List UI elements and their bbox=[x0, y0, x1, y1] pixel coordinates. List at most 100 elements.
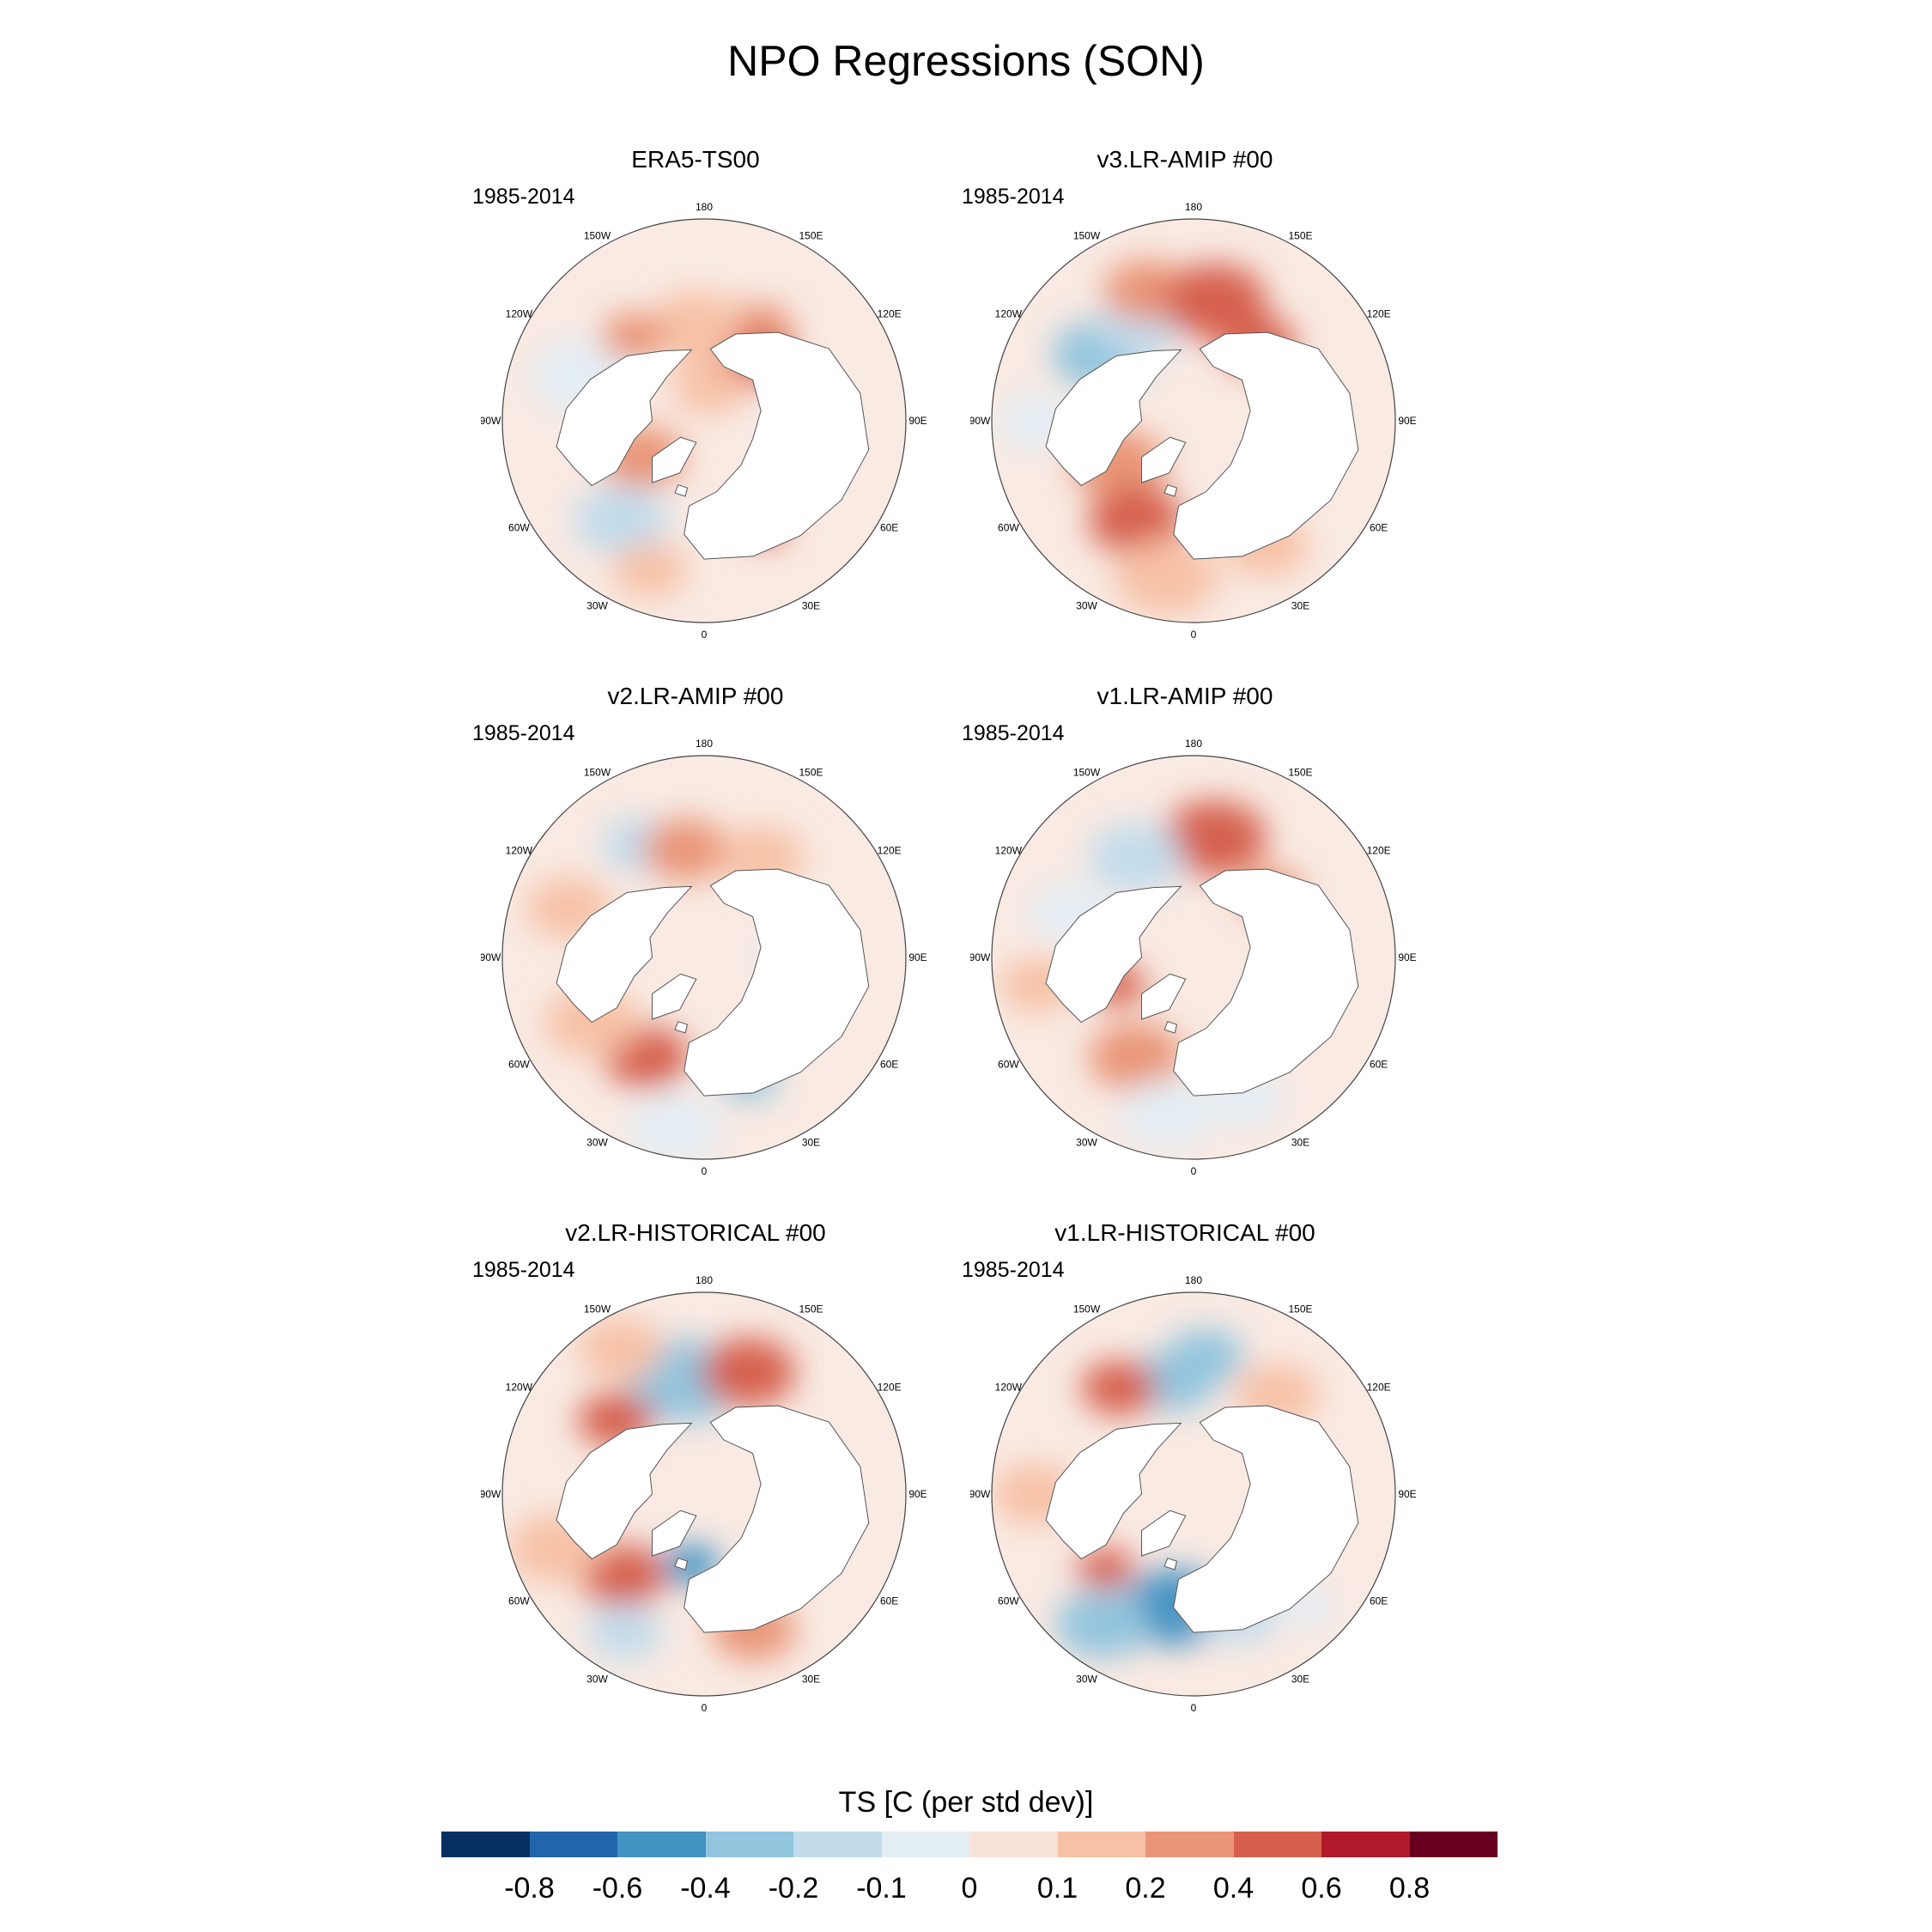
longitude-label: 0 bbox=[1191, 1702, 1197, 1714]
map-panel: v2.LR-HISTORICAL #00 1985-2014 180 150E 120E… bbox=[472, 1219, 927, 1714]
ts-anomaly-region bbox=[1088, 1023, 1183, 1092]
polar-map: 180 150E 120E 90E 60E 30E 0 30W 60W 90W 120W 150W bbox=[481, 201, 927, 641]
colorbar-tick-label: 0.8 bbox=[1388, 1872, 1431, 1905]
colorbar-tick-label: 0 bbox=[961, 1872, 978, 1905]
longitude-label: 60E bbox=[1370, 1595, 1388, 1607]
longitude-label: 90E bbox=[1398, 1488, 1416, 1500]
longitude-label: 150W bbox=[1073, 1303, 1101, 1315]
colorbar-swatch bbox=[1145, 1832, 1234, 1857]
land-outline bbox=[1173, 868, 1359, 1097]
ts-anomaly-region bbox=[600, 313, 667, 361]
land-outline bbox=[556, 885, 693, 1024]
land-outline bbox=[1173, 1405, 1359, 1633]
ts-anomaly-region bbox=[1118, 1078, 1213, 1148]
longitude-label: 0 bbox=[702, 1702, 708, 1714]
longitude-label: 150E bbox=[1288, 1303, 1312, 1315]
longitude-label: 120E bbox=[1367, 1382, 1391, 1394]
land-outline bbox=[683, 1405, 870, 1633]
longitude-label: 30W bbox=[1076, 1137, 1097, 1149]
longitude-label: 120E bbox=[878, 308, 902, 320]
longitude-label: 60W bbox=[998, 1595, 1019, 1607]
longitude-label: 90E bbox=[908, 951, 927, 963]
longitude-label: 30E bbox=[1291, 1674, 1309, 1686]
colorbar-tick-label: -0.8 bbox=[504, 1872, 555, 1905]
colorbar-tick-label: 0.1 bbox=[1036, 1872, 1078, 1905]
longitude-label: 120E bbox=[1367, 845, 1391, 857]
land-outline bbox=[1045, 885, 1182, 1024]
longitude-label: 30W bbox=[586, 1674, 608, 1686]
map-border bbox=[991, 218, 1396, 623]
land-outline bbox=[651, 973, 697, 1020]
ts-anomaly-region bbox=[611, 542, 688, 598]
longitude-label: 60E bbox=[880, 522, 898, 534]
map-border bbox=[501, 218, 907, 623]
longitude-label: 30W bbox=[1076, 600, 1097, 612]
figure-title: NPO Regressions (SON) bbox=[727, 37, 1205, 85]
colorbar-swatch bbox=[529, 1832, 617, 1857]
longitude-label: 0 bbox=[702, 1165, 708, 1177]
longitude-label: 30E bbox=[1291, 600, 1309, 612]
colorbar-swatch bbox=[705, 1832, 793, 1857]
longitude-label: 60E bbox=[1370, 1059, 1388, 1071]
longitude-label: 120E bbox=[1367, 308, 1391, 320]
longitude-label: 60W bbox=[998, 522, 1019, 534]
longitude-label: 180 bbox=[696, 201, 713, 213]
land-outline bbox=[1140, 436, 1187, 483]
longitude-label: 150E bbox=[1288, 766, 1312, 778]
colorbar-swatch bbox=[1409, 1832, 1498, 1857]
colorbar-swatch bbox=[1057, 1832, 1145, 1857]
map-border bbox=[501, 1291, 907, 1697]
colorbar-swatch bbox=[881, 1832, 969, 1857]
longitude-label: 90E bbox=[1398, 951, 1416, 963]
panel-title: ERA5-TS00 bbox=[631, 146, 760, 173]
longitude-label: 0 bbox=[702, 629, 708, 641]
longitude-label: 90W bbox=[481, 415, 501, 427]
colorbar-tick-label: 0.4 bbox=[1212, 1872, 1255, 1905]
panel-period: 1985-2014 bbox=[472, 721, 575, 745]
panel-period: 1985-2014 bbox=[962, 185, 1065, 209]
colorbar bbox=[441, 1832, 1498, 1857]
panel-period: 1985-2014 bbox=[962, 721, 1065, 745]
panel-title: v2.LR-AMIP #00 bbox=[607, 683, 784, 709]
map-border bbox=[501, 755, 907, 1160]
ts-anomaly-region bbox=[1088, 486, 1183, 556]
ts-anomaly-region bbox=[1077, 1547, 1134, 1589]
longitude-label: 30W bbox=[1076, 1674, 1097, 1686]
ts-anomaly-region bbox=[642, 818, 728, 881]
panel-title: v2.LR-HISTORICAL #00 bbox=[565, 1219, 826, 1246]
longitude-label: 180 bbox=[1185, 201, 1202, 213]
colorbar-swatch bbox=[441, 1832, 530, 1857]
panel-title: v1.LR-AMIP #00 bbox=[1097, 683, 1273, 709]
land-outline bbox=[1163, 1558, 1178, 1571]
longitude-label: 90W bbox=[970, 415, 991, 427]
longitude-label: 120W bbox=[995, 845, 1023, 857]
colorbar-tick-label: -0.6 bbox=[592, 1872, 643, 1905]
longitude-label: 120E bbox=[878, 1382, 902, 1394]
longitude-label: 150E bbox=[799, 1303, 823, 1315]
longitude-label: 0 bbox=[1191, 629, 1197, 641]
longitude-label: 30E bbox=[802, 1137, 820, 1149]
longitude-label: 60E bbox=[880, 1059, 898, 1071]
longitude-label: 150W bbox=[1073, 229, 1101, 241]
longitude-label: 60W bbox=[508, 1059, 530, 1071]
longitude-label: 90E bbox=[1398, 415, 1416, 427]
longitude-label: 30E bbox=[802, 600, 820, 612]
ts-anomaly-region bbox=[580, 1544, 665, 1607]
longitude-label: 150W bbox=[1073, 766, 1101, 778]
panel-period: 1985-2014 bbox=[472, 185, 575, 209]
ts-anomaly-region bbox=[1055, 1589, 1151, 1659]
longitude-label: 60W bbox=[998, 1059, 1019, 1071]
longitude-label: 180 bbox=[696, 738, 713, 750]
ts-anomaly-region bbox=[1088, 823, 1183, 892]
land-outline bbox=[1163, 484, 1178, 497]
map-panel: v3.LR-AMIP #00 1985-2014 180 150E 120E 90E 60E… bbox=[962, 146, 1417, 641]
map-panel: v1.LR-AMIP #00 1985-2014 180 150E 120E 90E 60E… bbox=[962, 683, 1417, 1177]
land-outline bbox=[1140, 973, 1187, 1020]
map-panel: v2.LR-AMIP #00 1985-2014 180 150E 120E 90E 60E… bbox=[472, 683, 927, 1177]
ts-anomaly-region bbox=[1081, 1360, 1157, 1416]
ts-anomaly-region bbox=[627, 1093, 722, 1159]
longitude-label: 150E bbox=[799, 229, 823, 241]
colorbar-swatch bbox=[617, 1832, 706, 1857]
ts-anomaly-region bbox=[573, 485, 668, 555]
longitude-label: 30E bbox=[1291, 1137, 1309, 1149]
